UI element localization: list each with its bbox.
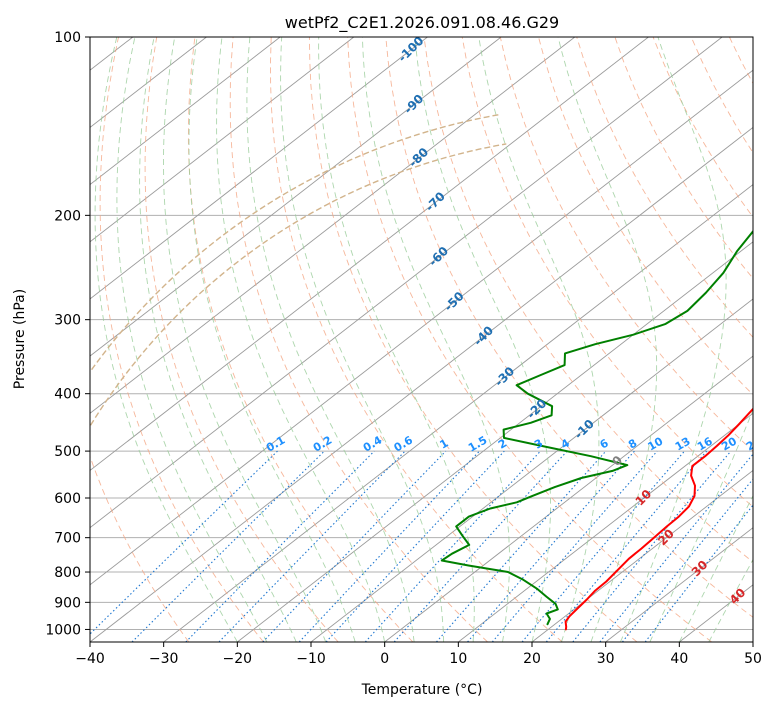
x-tick-label: −20 [223, 651, 253, 667]
x-tick-label: 0 [380, 651, 389, 667]
y-tick-label: 1000 [45, 622, 81, 638]
y-tick-label: 400 [54, 387, 81, 403]
x-tick-label: 50 [744, 651, 762, 667]
x-tick-label: 20 [523, 651, 541, 667]
y-tick-label: 100 [54, 30, 81, 46]
y-tick-label: 500 [54, 444, 81, 460]
x-axis-label: Temperature (°C) [361, 682, 483, 698]
y-tick-label: 700 [54, 531, 81, 547]
y-tick-label: 300 [54, 313, 81, 329]
y-axis-label: Pressure (hPa) [12, 289, 28, 389]
chart-title: wetPf2_C2E1.2026.091.08.46.G29 [285, 13, 559, 33]
x-tick-label: −10 [296, 651, 326, 667]
y-tick-label: 900 [54, 595, 81, 611]
y-tick-label: 200 [54, 208, 81, 224]
x-tick-label: −30 [149, 651, 179, 667]
x-tick-label: 10 [449, 651, 467, 667]
y-tick-label: 800 [54, 565, 81, 581]
x-tick-label: 30 [597, 651, 615, 667]
y-tick-label: 600 [54, 491, 81, 507]
x-tick-label: −40 [75, 651, 105, 667]
x-tick-label: 40 [670, 651, 688, 667]
